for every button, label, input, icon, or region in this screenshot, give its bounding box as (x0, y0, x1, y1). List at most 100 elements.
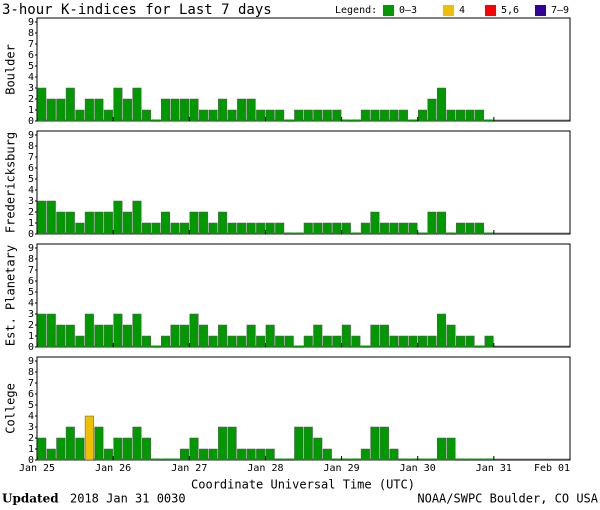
bar (484, 458, 494, 460)
bar (75, 335, 85, 348)
x-tick-label: Jan 27 (171, 463, 207, 474)
bar (484, 119, 494, 121)
bar (246, 222, 256, 235)
bar (246, 448, 256, 461)
bar (75, 222, 85, 235)
bar (65, 87, 75, 122)
bar (246, 324, 256, 348)
bar (218, 324, 228, 348)
y-tick-label: 0 (28, 116, 34, 127)
bar (332, 109, 342, 122)
bar (227, 335, 237, 348)
y-tick-label: 1 (28, 105, 34, 116)
bar (132, 87, 142, 122)
bar (303, 335, 313, 348)
y-tick-label: 6 (28, 50, 34, 61)
bar (199, 324, 209, 348)
y-tick-label: 5 (28, 400, 34, 411)
bar (227, 426, 237, 461)
bar (65, 426, 75, 461)
bar (294, 109, 304, 122)
bar (37, 87, 47, 122)
bar (332, 458, 342, 460)
bar (275, 222, 285, 235)
chart-title: 3-hour K-indices for Last 7 days (2, 2, 272, 18)
bar (370, 211, 380, 235)
bar (103, 109, 113, 122)
bar (75, 437, 85, 461)
bar (465, 335, 475, 348)
bar (94, 324, 104, 348)
panel-label: Boulder (4, 44, 18, 95)
bar (303, 109, 313, 122)
bar (189, 211, 199, 235)
bar (408, 458, 418, 460)
bar (208, 448, 218, 461)
bar (56, 324, 66, 348)
y-tick-label: 7 (28, 39, 34, 50)
y-tick-label: 6 (28, 163, 34, 174)
legend-swatch (383, 5, 394, 16)
bar (113, 313, 123, 348)
bar (122, 98, 132, 122)
bar (189, 98, 199, 122)
bar (484, 232, 494, 234)
x-tick-label: Jan 29 (324, 463, 360, 474)
bar (446, 437, 456, 461)
bar (265, 448, 275, 461)
bar (379, 222, 389, 235)
bar (103, 211, 113, 235)
bar (141, 437, 151, 461)
bar (465, 222, 475, 235)
x-tick-label: Jan 28 (247, 463, 283, 474)
bar (113, 87, 123, 122)
y-tick-label: 5 (28, 287, 34, 298)
bar (322, 222, 332, 235)
bar (170, 222, 180, 235)
bar (379, 324, 389, 348)
bar (418, 232, 427, 234)
bar (322, 109, 332, 122)
x-tick-label: Jan 31 (476, 463, 512, 474)
legend-label: 7–9 (551, 5, 569, 16)
bar (284, 232, 294, 234)
bar (446, 109, 456, 122)
bar (475, 222, 485, 235)
bar (103, 324, 113, 348)
bar (465, 109, 475, 122)
bar (113, 437, 123, 461)
y-tick-label: 9 (28, 17, 34, 28)
bar (122, 437, 132, 461)
bar (75, 109, 85, 122)
bar (427, 211, 437, 235)
x-tick-label: Jan 25 (19, 463, 55, 474)
bar (37, 313, 47, 348)
y-tick-label: 4 (28, 411, 34, 422)
bar (122, 211, 132, 235)
bar (446, 324, 456, 348)
bar (370, 109, 380, 122)
y-tick-label: 0 (28, 455, 34, 466)
bar (46, 313, 56, 348)
bar (199, 109, 209, 122)
updated-time: 2018 Jan 31 0030 (70, 492, 186, 506)
bar (465, 458, 475, 460)
bar (151, 345, 161, 347)
bar (456, 109, 466, 122)
y-tick-label: 0 (28, 229, 34, 240)
panel-frame (36, 130, 571, 235)
bar (360, 448, 370, 461)
bar (294, 426, 304, 461)
bar (322, 448, 332, 461)
bar (456, 222, 466, 235)
bar (151, 222, 161, 235)
bar (294, 232, 303, 234)
bar (351, 458, 361, 460)
bar (237, 98, 247, 122)
panel-label: Est. Planetary (4, 245, 18, 346)
y-tick-label: 9 (28, 243, 34, 254)
bar (151, 119, 161, 121)
bar (399, 458, 408, 460)
legend-swatch (535, 5, 546, 16)
bar (379, 426, 389, 461)
